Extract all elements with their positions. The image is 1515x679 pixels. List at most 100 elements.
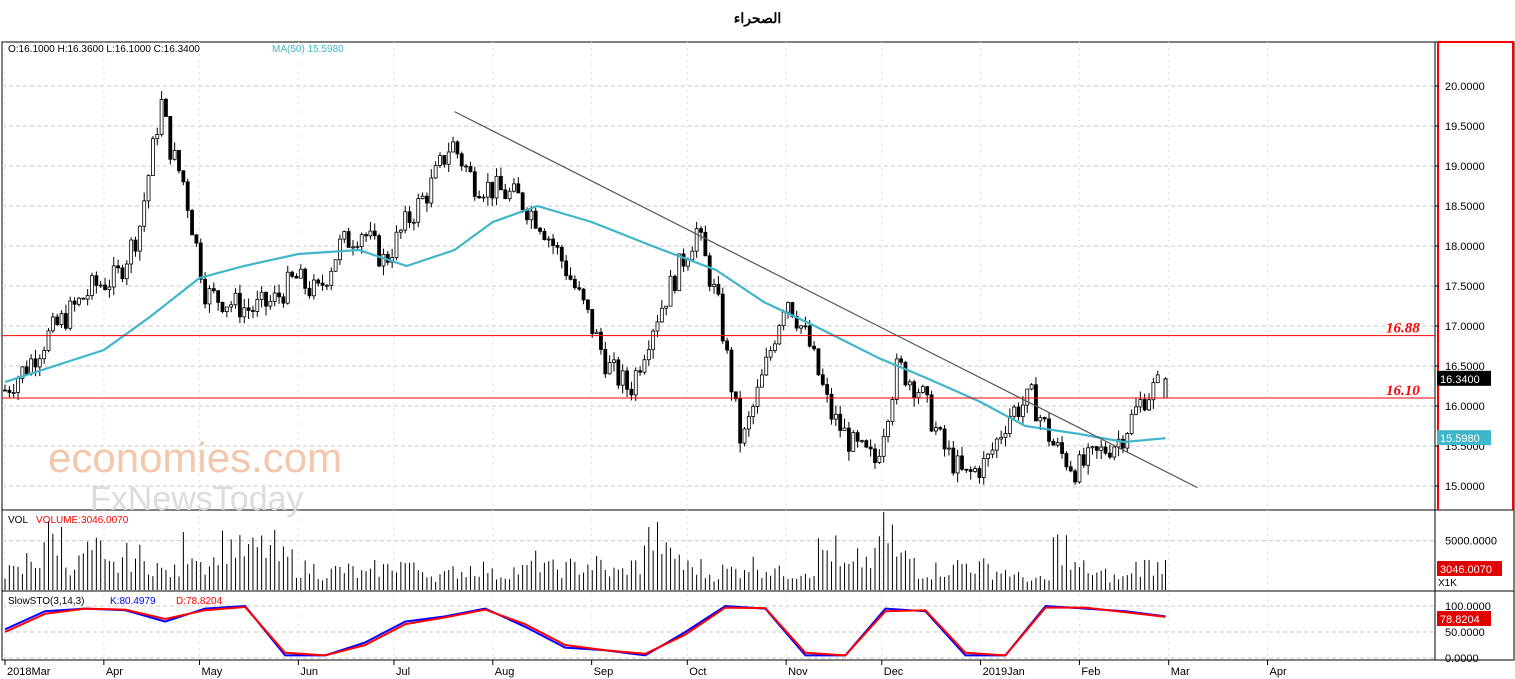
candle-body bbox=[607, 362, 612, 375]
candle-body bbox=[642, 359, 647, 373]
candle-body bbox=[420, 195, 425, 200]
candle-body bbox=[751, 406, 756, 417]
candle-body bbox=[303, 268, 308, 289]
candle-body bbox=[1147, 399, 1151, 411]
date-tick-label: Apr bbox=[1270, 666, 1287, 678]
candle-body bbox=[890, 399, 895, 422]
candle-body bbox=[572, 278, 577, 289]
candle-body bbox=[1034, 384, 1038, 422]
candle-body bbox=[464, 165, 469, 168]
candle-body bbox=[786, 302, 790, 313]
sto-tick-label: 0.0000 bbox=[1445, 653, 1479, 665]
candle-body bbox=[1108, 452, 1112, 458]
candle-body bbox=[659, 307, 664, 323]
grid-lines bbox=[2, 42, 1435, 660]
ma-tag: 15.5980 bbox=[1440, 433, 1480, 445]
price-tick-label: 16.5000 bbox=[1445, 361, 1485, 373]
candle-body bbox=[1029, 384, 1034, 390]
value-tags: 16.3400 15.5980 3046.0070 78.8204 bbox=[1437, 370, 1502, 627]
candle-body bbox=[903, 361, 908, 386]
candle-body bbox=[211, 288, 216, 292]
candle-body bbox=[142, 200, 147, 227]
price-tick-label: 19.0000 bbox=[1445, 161, 1485, 173]
candle-body bbox=[103, 284, 107, 290]
candle-body bbox=[538, 227, 542, 232]
candle-body bbox=[638, 370, 642, 373]
resistance-label: 16.10 bbox=[1386, 383, 1420, 399]
candle-body bbox=[503, 189, 508, 200]
vol-label: VOL bbox=[8, 515, 29, 526]
candle-body bbox=[381, 253, 386, 267]
date-tick-label: Jun bbox=[300, 666, 318, 678]
candle-body bbox=[934, 427, 938, 432]
candle-body bbox=[155, 134, 160, 140]
candle-body bbox=[290, 271, 295, 277]
candle-body bbox=[185, 181, 190, 211]
last-candle-body bbox=[1163, 378, 1168, 399]
candle-body bbox=[1064, 453, 1069, 468]
sto-label: SlowSTO(3,14,3) bbox=[8, 596, 85, 607]
candle-body bbox=[1003, 432, 1008, 438]
candle-body bbox=[224, 306, 229, 313]
candle-body bbox=[912, 381, 917, 398]
candle-body bbox=[877, 455, 882, 463]
candle-body bbox=[1155, 374, 1160, 384]
date-tick-label: Mar bbox=[1171, 666, 1190, 678]
candle-body bbox=[164, 99, 168, 117]
candle-body bbox=[620, 370, 625, 386]
candle-body bbox=[472, 171, 477, 197]
candle-body bbox=[616, 359, 621, 386]
candle-body bbox=[359, 234, 364, 247]
candle-body bbox=[59, 313, 64, 325]
candle-body bbox=[1086, 447, 1091, 466]
ma50-polyline bbox=[4, 204, 1166, 444]
candle-body bbox=[755, 386, 760, 407]
candle-body bbox=[1038, 417, 1043, 422]
candle-body bbox=[333, 259, 338, 272]
candle-body bbox=[673, 275, 677, 292]
candle-body bbox=[551, 238, 555, 246]
candle-body bbox=[146, 175, 151, 202]
candle-body bbox=[24, 366, 29, 375]
watermark-top: economies.com bbox=[48, 434, 342, 481]
candle-body bbox=[320, 282, 325, 286]
candle-body bbox=[98, 284, 103, 287]
candle-body bbox=[451, 141, 455, 153]
price-tick-label: 18.0000 bbox=[1445, 241, 1485, 253]
candle-body bbox=[855, 432, 860, 442]
candle-body bbox=[820, 374, 825, 385]
candle-body bbox=[364, 234, 368, 237]
candle-body bbox=[268, 300, 273, 307]
candle-body bbox=[124, 263, 129, 280]
candle-body bbox=[507, 190, 512, 200]
candle-body bbox=[1012, 406, 1017, 417]
candle-body bbox=[833, 413, 838, 420]
candle-body bbox=[812, 345, 816, 350]
candle-body bbox=[1121, 438, 1125, 449]
candle-body bbox=[881, 436, 886, 457]
candle-body bbox=[281, 296, 286, 304]
price-tick-label: 17.0000 bbox=[1445, 321, 1485, 333]
candle-body bbox=[498, 175, 503, 191]
candle-body bbox=[220, 301, 225, 313]
candle-body bbox=[925, 386, 930, 396]
candle-body bbox=[64, 313, 68, 329]
candle-body bbox=[33, 358, 38, 368]
candle-body bbox=[372, 230, 377, 237]
candle-body bbox=[746, 416, 751, 430]
candle-body bbox=[677, 253, 682, 292]
candle-body bbox=[94, 275, 99, 286]
candle-body bbox=[1060, 442, 1064, 454]
candle-body bbox=[681, 253, 686, 267]
candle-body bbox=[646, 349, 651, 361]
candle-body bbox=[233, 292, 238, 306]
candle-body bbox=[555, 245, 560, 248]
candle-body bbox=[951, 447, 956, 474]
candle-body bbox=[272, 292, 277, 302]
candle-body bbox=[338, 238, 342, 261]
candle-body bbox=[990, 449, 995, 455]
candle-body bbox=[581, 288, 586, 301]
price-tick-label: 15.0000 bbox=[1445, 481, 1485, 493]
